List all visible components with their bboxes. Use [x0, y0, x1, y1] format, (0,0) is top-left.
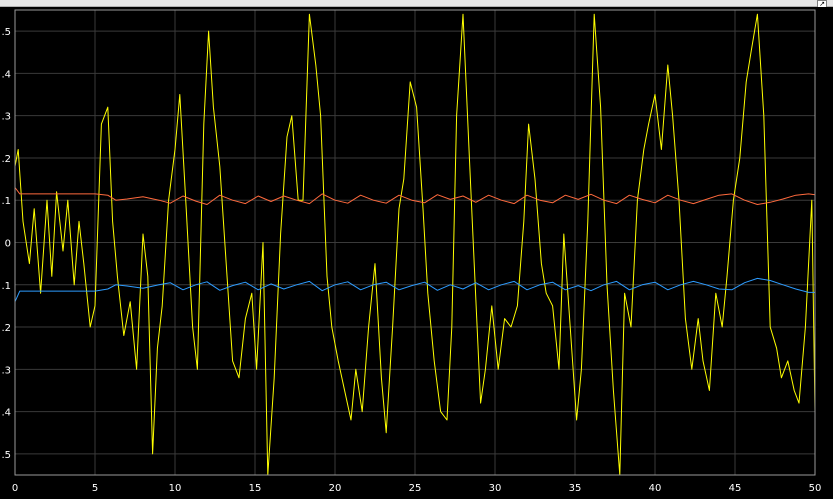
- x-tick-label: 0: [12, 483, 18, 494]
- y-tick-label: .5: [1, 450, 11, 461]
- x-tick-label: 40: [649, 483, 662, 494]
- y-tick-label: .1: [1, 196, 11, 207]
- y-tick-label: .2: [1, 323, 11, 334]
- x-tick-label: 20: [329, 483, 342, 494]
- x-tick-label: 35: [569, 483, 582, 494]
- x-tick-label: 10: [169, 483, 182, 494]
- y-tick-label: .3: [1, 365, 11, 376]
- series-line-0: [14, 13, 816, 476]
- y-tick-label: .2: [1, 154, 11, 165]
- y-tick-label: 0: [5, 239, 11, 250]
- x-tick-label: 45: [729, 483, 742, 494]
- series-line-1: [14, 187, 816, 205]
- y-tick-label: .4: [1, 408, 11, 419]
- y-tick-label: .3: [1, 112, 11, 123]
- x-tick-label: 50: [809, 483, 822, 494]
- toolbar-strip: [0, 0, 833, 7]
- plot-border: [14, 9, 816, 476]
- x-tick-label: 30: [489, 483, 502, 494]
- x-tick-label: 5: [92, 483, 98, 494]
- x-tick-label: 15: [249, 483, 262, 494]
- plot-area: 0 5 10 15 20 25 30 35 40 45 50 .5 .4 .3 .2 .1 0 .1 .2 .3 .4.…: [0, 7, 833, 499]
- y-tick-label: .1: [1, 281, 11, 292]
- x-tick-label: 25: [409, 483, 422, 494]
- y-tick-label: .5: [1, 27, 11, 38]
- y-tick-label: .4: [1, 69, 11, 80]
- series-line-2: [14, 277, 815, 302]
